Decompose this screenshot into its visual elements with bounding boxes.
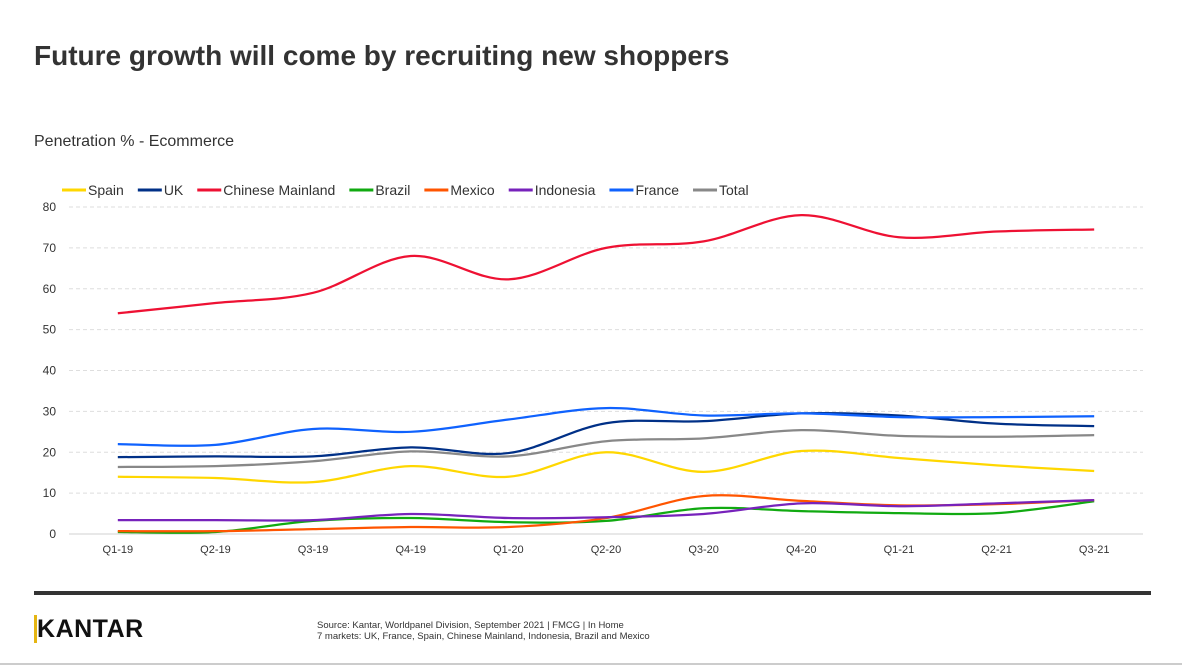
legend-label: Spain [88,182,124,198]
legend-label: Indonesia [535,182,596,198]
y-tick-label: 10 [43,486,57,500]
legend-label: Chinese Mainland [223,182,335,198]
x-tick-label: Q1-21 [884,544,915,556]
legend-label: UK [164,182,184,198]
x-tick-label: Q1-19 [103,544,134,556]
x-tick-label: Q2-21 [981,544,1012,556]
series-line-uk [117,411,1095,459]
y-tick-label: 20 [43,445,57,459]
x-tick-label: Q3-19 [298,544,329,556]
bottom-border [0,663,1182,665]
series-line-total [117,429,1095,469]
y-tick-label: 80 [43,200,57,214]
x-tick-label: Q4-20 [786,544,817,556]
series-line-indonesia [117,498,1095,522]
source-line-2: 7 markets: UK, France, Spain, Chinese Ma… [317,631,650,642]
x-tick-label: Q2-20 [591,544,622,556]
x-tick-label: Q3-20 [688,544,719,556]
x-tick-label: Q1-20 [493,544,524,556]
legend-label: Total [719,182,749,198]
series-line-chinese-mainland [117,214,1095,315]
legend-label: Brazil [375,182,410,198]
line-chart: 0 10 20 30 40 50 60 70 80 Q1-19 Q2-19 Q3-19 Q4-19 Q1-… [43,182,1143,556]
x-tick-label: Q3-21 [1079,544,1110,556]
x-tick-label: Q4-19 [395,544,426,556]
series-line-spain [117,449,1095,484]
source-note: Source: Kantar, Worldpanel Division, Sep… [317,620,650,642]
legend-label: France [635,182,679,198]
page-title: Future growth will come by recruiting ne… [34,40,730,71]
source-line-1: Source: Kantar, Worldpanel Division, Sep… [317,620,624,631]
y-tick-label: 60 [43,282,57,296]
y-tick-label: 30 [43,404,57,418]
y-tick-label: 40 [43,364,57,378]
y-tick-label: 70 [43,241,57,255]
series-line-brazil [117,500,1095,534]
divider [34,591,1151,595]
kantar-logo: KANTAR [34,615,144,644]
y-tick-label: 0 [49,527,56,541]
series-line-france [117,406,1095,447]
x-tick-label: Q2-19 [200,544,231,556]
chart-subtitle: Penetration % - Ecommerce [34,133,235,150]
y-tick-label: 50 [43,323,57,337]
legend-label: Mexico [450,182,495,198]
